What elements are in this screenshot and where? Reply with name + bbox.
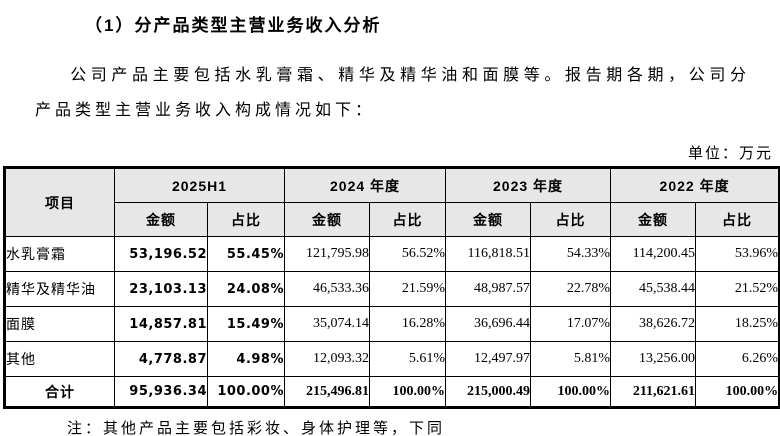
revenue-by-product-table: 项目 2025H1 2024 年度 2023 年度 2022 年度 金额 占比 … (3, 166, 780, 409)
header-ratio-2024: 占比 (369, 202, 447, 237)
table-row: 其他 4,778.87 4.98% 12,093.32 5.61% 12,497… (4, 341, 780, 377)
header-amount-2022: 金额 (610, 202, 697, 237)
row-label: 其他 (4, 341, 115, 377)
total-ratio-2023: 100.00% (530, 376, 612, 408)
header-amount-2023: 金额 (445, 202, 532, 237)
cell-amount-2024: 121,795.98 (284, 236, 371, 272)
total-ratio-2022: 100.00% (695, 376, 780, 408)
total-amount-2025h1: 95,936.34 (114, 376, 208, 408)
header-ratio-2025h1: 占比 (206, 202, 286, 237)
total-ratio-2024: 100.00% (369, 376, 447, 408)
cell-ratio-2025h1: 24.08% (206, 271, 286, 307)
cell-ratio-2025h1: 15.49% (206, 306, 286, 342)
cell-amount-2024: 46,533.36 (284, 271, 371, 307)
cell-ratio-2025h1: 4.98% (206, 341, 286, 377)
total-row-label: 合计 (4, 376, 115, 408)
cell-amount-2023: 116,818.51 (445, 236, 532, 272)
cell-ratio-2023: 22.78% (530, 271, 612, 307)
header-period-2022: 2022 年度 (610, 167, 780, 203)
table-row: 精华及精华油 23,103.13 24.08% 46,533.36 21.59%… (4, 271, 780, 307)
table-header-row-periods: 项目 2025H1 2024 年度 2023 年度 2022 年度 (4, 167, 780, 237)
cell-amount-2025h1: 4,778.87 (114, 341, 208, 377)
row-label: 水乳膏霜 (4, 236, 115, 272)
cell-ratio-2024: 21.59% (369, 271, 447, 307)
total-amount-2023: 215,000.49 (445, 376, 532, 408)
document-page: （1）分产品类型主营业务收入分析 公司产品主要包括水乳膏霜、精华及精华油和面膜等… (0, 11, 780, 436)
cell-amount-2024: 35,074.14 (284, 306, 371, 342)
total-ratio-2025h1: 100.00% (206, 376, 286, 408)
cell-ratio-2022: 21.52% (695, 271, 780, 307)
intro-paragraph: 公司产品主要包括水乳膏霜、精华及精华油和面膜等。报告期各期，公司分产品类型主营业… (35, 67, 750, 119)
header-item: 项目 (4, 167, 115, 237)
row-label: 精华及精华油 (4, 271, 115, 307)
cell-ratio-2022: 6.26% (695, 341, 780, 377)
cell-ratio-2024: 5.61% (369, 341, 447, 377)
cell-amount-2025h1: 23,103.13 (114, 271, 208, 307)
table-row: 面膜 14,857.81 15.49% 35,074.14 16.28% 36,… (4, 306, 780, 342)
header-amount-2024: 金额 (284, 202, 371, 237)
unit-label: 单位：万元 (687, 145, 773, 162)
cell-amount-2023: 48,987.57 (445, 271, 532, 307)
cell-ratio-2022: 18.25% (695, 306, 780, 342)
header-ratio-2022: 占比 (695, 202, 780, 237)
total-amount-2022: 211,621.61 (610, 376, 697, 408)
cell-amount-2022: 38,626.72 (610, 306, 697, 342)
cell-ratio-2023: 17.07% (530, 306, 612, 342)
cell-amount-2022: 45,538.44 (610, 271, 697, 307)
cell-ratio-2023: 5.81% (530, 341, 612, 377)
footnote: 注：其他产品主要包括彩妆、身体护理等，下同 (67, 420, 446, 436)
cell-amount-2022: 13,256.00 (610, 341, 697, 377)
section-heading: （1）分产品类型主营业务收入分析 (85, 16, 382, 35)
cell-amount-2023: 12,497.97 (445, 341, 532, 377)
table-row: 水乳膏霜 53,196.52 55.45% 121,795.98 56.52% … (4, 236, 780, 272)
cell-amount-2025h1: 14,857.81 (114, 306, 208, 342)
cell-ratio-2024: 16.28% (369, 306, 447, 342)
header-period-2024: 2024 年度 (284, 167, 447, 203)
cell-ratio-2025h1: 55.45% (206, 236, 286, 272)
total-amount-2024: 215,496.81 (284, 376, 371, 408)
header-amount-2025h1: 金额 (114, 202, 208, 237)
cell-amount-2024: 12,093.32 (284, 341, 371, 377)
header-period-2025h1: 2025H1 (113, 167, 286, 203)
header-period-2023: 2023 年度 (445, 167, 612, 203)
cell-ratio-2023: 54.33% (530, 236, 612, 272)
cell-amount-2022: 114,200.45 (610, 236, 697, 272)
header-ratio-2023: 占比 (530, 202, 612, 237)
table-total-row: 合计 95,936.34 100.00% 215,496.81 100.00% … (4, 376, 780, 408)
cell-ratio-2024: 56.52% (369, 236, 447, 272)
table-header-row-metrics: 金额 占比 金额 占比 金额 占比 金额 占比 (5, 202, 780, 237)
cell-amount-2025h1: 53,196.52 (114, 236, 208, 272)
row-label: 面膜 (4, 306, 115, 342)
cell-amount-2023: 36,696.44 (445, 306, 532, 342)
cell-ratio-2022: 53.96% (695, 236, 780, 272)
